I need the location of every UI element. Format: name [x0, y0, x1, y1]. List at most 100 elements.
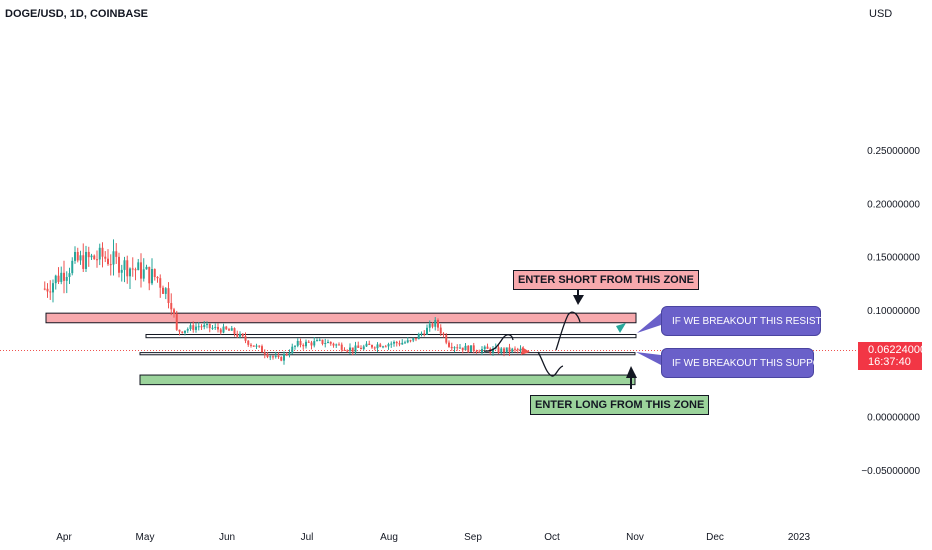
y-tick-label: 0.00000000 [867, 413, 920, 424]
candle-body [467, 345, 470, 352]
candle-body [360, 347, 362, 350]
candle-body [175, 313, 178, 330]
candle-body [354, 345, 357, 352]
last-price-badge: 0.06224000 16:37:40 [858, 342, 926, 370]
y-tick-label: 0.25000000 [867, 146, 920, 157]
candle-body [302, 345, 305, 347]
candle-body [340, 344, 343, 350]
candle-body [404, 342, 406, 344]
candle-body [445, 334, 448, 343]
candle-body [272, 356, 274, 358]
up-breakout-arrow [616, 323, 626, 333]
candle-body [324, 343, 327, 345]
candle-body [85, 251, 87, 269]
candle-body [483, 346, 486, 350]
candle-body [327, 341, 329, 344]
x-tick-label: Apr [56, 532, 72, 543]
candle-body [153, 269, 156, 277]
candle-body [184, 330, 186, 333]
candle-body [181, 331, 184, 333]
candle-body [291, 346, 294, 354]
candle-body [239, 333, 241, 337]
x-tick-label: Jun [219, 532, 235, 543]
candle-body [313, 341, 316, 346]
projection-path-3 [555, 311, 581, 351]
candle-body [200, 326, 203, 328]
candle-body [236, 333, 239, 337]
candle-body [131, 268, 134, 270]
candle-body [93, 255, 96, 260]
candle-body [415, 338, 417, 340]
candle-body [244, 336, 247, 341]
candle-body [148, 266, 151, 284]
projection-path-2 [537, 351, 564, 377]
candle-body [373, 347, 376, 349]
candle-body [211, 327, 214, 329]
candle-body [423, 333, 426, 335]
candle-body [514, 348, 516, 350]
candle-body [395, 341, 398, 344]
candle-body [508, 347, 511, 352]
candle-body [247, 340, 250, 345]
candle-body [346, 350, 349, 352]
x-tick-label: May [136, 532, 155, 543]
candle-body [357, 345, 360, 348]
candle-body [412, 338, 415, 341]
candle-body [426, 327, 428, 335]
candle-body [87, 251, 90, 258]
candle-body [192, 325, 195, 330]
short-arrow [573, 295, 584, 305]
candle-body [123, 260, 126, 270]
candle-body [214, 326, 217, 328]
candle-body [379, 344, 382, 347]
candle-body [277, 355, 280, 358]
candle-body [280, 357, 283, 361]
candle-body [129, 268, 131, 277]
candle-body [140, 262, 142, 279]
candle-body [250, 344, 252, 346]
candle-body [437, 319, 439, 328]
support-callout-pointer [636, 352, 661, 365]
candle-body [390, 343, 393, 345]
candle-body [299, 340, 302, 346]
candle-body [162, 287, 164, 294]
y-tick-label: −0.05000000 [861, 466, 920, 477]
candle-body [115, 251, 118, 257]
candle-body [434, 319, 437, 327]
x-tick-label: Nov [626, 532, 644, 543]
candle-body [258, 345, 261, 347]
candle-body [255, 345, 258, 347]
y-tick-label: 0.15000000 [867, 253, 920, 264]
candle-body [225, 326, 228, 330]
candle-body [208, 323, 211, 329]
candle-body [387, 344, 390, 347]
candle-body [365, 343, 368, 347]
x-axis: Apr May Jun Jul Aug Sep Oct Nov Dec 2023 [56, 532, 810, 543]
candle-body [384, 346, 387, 348]
candle-body [349, 347, 351, 351]
candle-body [453, 347, 456, 349]
candle-body [459, 347, 461, 349]
candle-body [406, 340, 409, 343]
candle-body [197, 326, 200, 328]
candle-body [98, 247, 101, 260]
candle-body [76, 251, 79, 261]
candle-body [142, 269, 145, 279]
candle-body [511, 348, 514, 352]
candle-body [173, 309, 175, 314]
candle-body [475, 350, 478, 352]
candle-body [338, 344, 340, 346]
support-callout: IF WE BREAKOUT THIS SUPPORT [661, 348, 834, 378]
candle-body [519, 348, 522, 351]
candle-body [206, 323, 208, 325]
candle-body [500, 348, 503, 353]
candle-body [170, 303, 173, 310]
long-arrow [626, 366, 637, 378]
x-tick-label: Sep [464, 532, 482, 543]
candle-body [448, 342, 450, 347]
candle-body [60, 272, 63, 282]
candle-body [203, 324, 206, 327]
candle-body [104, 256, 107, 259]
candle-body [398, 343, 401, 345]
